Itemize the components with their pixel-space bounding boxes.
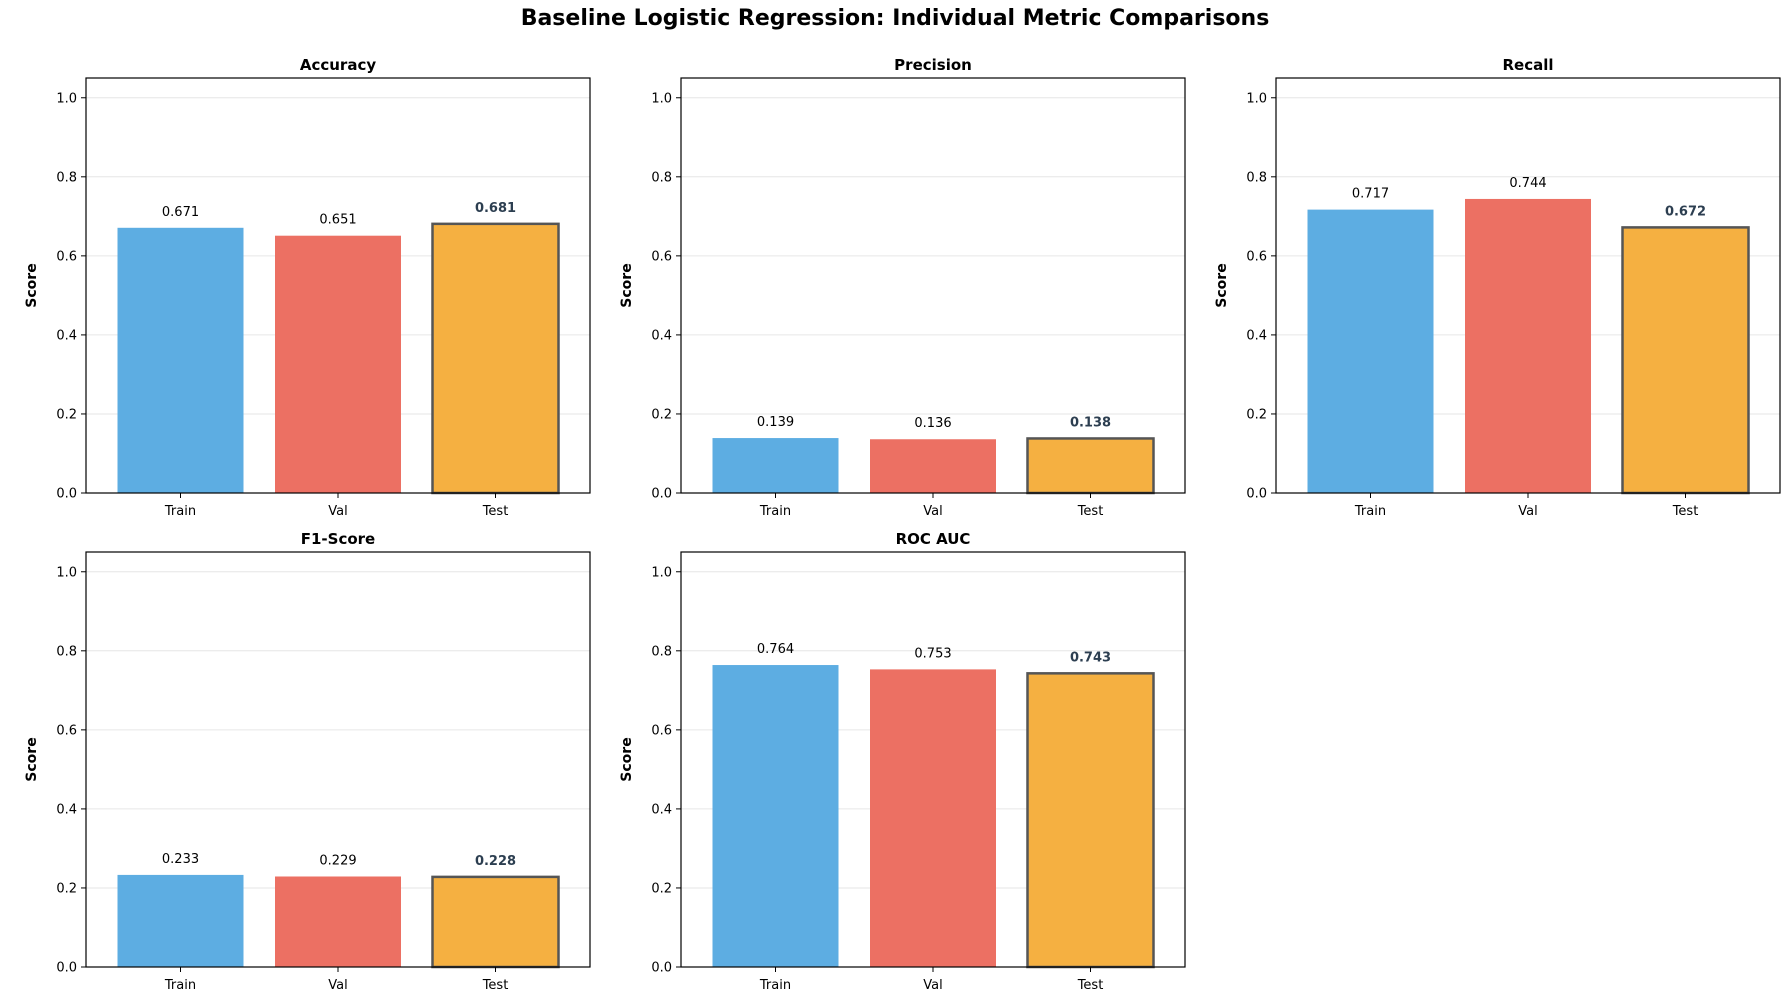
f1-score-xtick-label-train: Train: [164, 978, 196, 993]
roc-auc-ytick-label: 0.6: [651, 723, 672, 738]
precision-ytick-label: 0.0: [651, 487, 672, 502]
accuracy-title: Accuracy: [300, 56, 376, 74]
figure-title: Baseline Logistic Regression: Individual…: [520, 6, 1270, 31]
precision-ylabel: Score: [619, 263, 635, 307]
f1-score-ytick-label: 0.0: [56, 961, 77, 976]
f1-score-xtick-label-test: Test: [482, 978, 509, 993]
precision-axes-frame: [680, 77, 1186, 494]
recall-value-label-test: 0.672: [1665, 204, 1706, 219]
recall-ytick-label: 0.0: [1246, 487, 1267, 502]
f1-score-title: F1-Score: [301, 530, 375, 548]
f1-score-bar-train: [117, 874, 244, 967]
roc-auc-ytick-label: 1.0: [651, 565, 672, 580]
roc-auc-title: ROC AUC: [896, 530, 971, 548]
roc-auc-ylabel: Score: [619, 737, 635, 781]
f1-score-axes-frame: [85, 551, 591, 968]
precision-ytick-label: 0.8: [651, 170, 672, 185]
recall-bar-test: [1621, 226, 1750, 495]
precision-bar-val: [870, 439, 996, 493]
recall-ytick-label: 1.0: [1246, 91, 1267, 106]
f1-score-value-label-test: 0.228: [475, 854, 516, 869]
roc-auc-bar-val: [870, 669, 996, 967]
precision-value-label-val: 0.136: [914, 416, 951, 431]
roc-auc-ytick-label: 0.8: [651, 644, 672, 659]
recall-xtick-label-val: Val: [1518, 504, 1537, 519]
roc-auc-axes-frame: [680, 551, 1186, 968]
f1-score-bar-val: [275, 876, 401, 967]
precision-xtick-label-train: Train: [759, 504, 791, 519]
precision-xtick-label-val: Val: [923, 504, 942, 519]
f1-score-ylabel: Score: [24, 737, 40, 781]
f1-score-ytick-label: 0.8: [56, 644, 77, 659]
recall-bar-val: [1465, 198, 1591, 493]
accuracy-ytick-label: 0.2: [56, 407, 77, 422]
recall-ytick-label: 0.4: [1246, 328, 1267, 343]
precision-value-label-train: 0.139: [757, 415, 794, 430]
roc-auc-bar-train: [712, 665, 839, 967]
recall-ytick-label: 0.8: [1246, 170, 1267, 185]
roc-auc-value-label-val: 0.753: [914, 646, 951, 661]
recall-xtick-label-train: Train: [1354, 504, 1386, 519]
accuracy-value-label-train: 0.671: [162, 205, 199, 220]
recall-bar-train: [1307, 209, 1434, 493]
precision-title: Precision: [894, 56, 972, 74]
precision-xtick-label-test: Test: [1077, 504, 1104, 519]
recall-value-label-val: 0.744: [1509, 176, 1546, 191]
accuracy-ytick-label: 0.6: [56, 249, 77, 264]
chart-recall: 0.0 0.2 0.4 0.6 0.8 1.0 0.717 Train 0.744 Val 0.67…: [1214, 56, 1781, 519]
f1-score-value-label-train: 0.233: [162, 852, 199, 867]
f1-score-ytick-label: 0.4: [56, 802, 77, 817]
roc-auc-xtick-label-val: Val: [923, 978, 942, 993]
accuracy-xtick-label-test: Test: [482, 504, 509, 519]
accuracy-axes-frame: [85, 77, 591, 494]
recall-title: Recall: [1502, 56, 1553, 74]
precision-ytick-label: 0.4: [651, 328, 672, 343]
chart-f1-score: 0.0 0.2 0.4 0.6 0.8 1.0 0.233 Train 0.229 Val 0.22…: [24, 530, 591, 993]
accuracy-ytick-label: 0.8: [56, 170, 77, 185]
accuracy-ytick-label: 0.4: [56, 328, 77, 343]
chart-precision: 0.0 0.2 0.4 0.6 0.8 1.0 0.139 Train 0.136 Val 0.13…: [619, 56, 1186, 519]
chart-accuracy: 0.0 0.2 0.4 0.6 0.8 1.0 0.671 Train 0.651 Val 0.68…: [24, 56, 591, 519]
precision-bar-train: [712, 438, 839, 493]
recall-axes-frame: [1275, 77, 1781, 494]
roc-auc-bar-test: [1026, 672, 1155, 969]
recall-ytick-label: 0.6: [1246, 249, 1267, 264]
accuracy-xtick-label-val: Val: [328, 504, 347, 519]
roc-auc-xtick-label-train: Train: [759, 978, 791, 993]
chart-roc-auc: 0.0 0.2 0.4 0.6 0.8 1.0 0.764 Train 0.753 Val 0.74…: [619, 530, 1186, 993]
precision-ytick-label: 0.6: [651, 249, 672, 264]
f1-score-bar-test: [431, 875, 560, 969]
accuracy-bar-train: [117, 227, 244, 494]
roc-auc-value-label-test: 0.743: [1070, 650, 1111, 665]
recall-xtick-label-test: Test: [1672, 504, 1699, 519]
accuracy-value-label-test: 0.681: [475, 201, 516, 216]
recall-ytick-label: 0.2: [1246, 407, 1267, 422]
f1-score-value-label-val: 0.229: [319, 853, 356, 868]
roc-auc-xtick-label-test: Test: [1077, 978, 1104, 993]
roc-auc-ytick-label: 0.4: [651, 802, 672, 817]
accuracy-bar-val: [275, 235, 401, 493]
accuracy-value-label-val: 0.651: [319, 213, 356, 228]
precision-bar-test: [1026, 437, 1155, 495]
precision-value-label-test: 0.138: [1070, 415, 1111, 430]
precision-ytick-label: 0.2: [651, 407, 672, 422]
f1-score-xtick-label-val: Val: [328, 978, 347, 993]
roc-auc-value-label-train: 0.764: [757, 642, 794, 657]
accuracy-ylabel: Score: [24, 263, 40, 307]
f1-score-ytick-label: 1.0: [56, 565, 77, 580]
accuracy-ytick-label: 0.0: [56, 487, 77, 502]
recall-value-label-train: 0.717: [1352, 187, 1389, 202]
roc-auc-ytick-label: 0.0: [651, 961, 672, 976]
f1-score-ytick-label: 0.2: [56, 881, 77, 896]
recall-ylabel: Score: [1214, 263, 1230, 307]
roc-auc-ytick-label: 0.2: [651, 881, 672, 896]
accuracy-bar-test: [431, 222, 560, 495]
accuracy-ytick-label: 1.0: [56, 91, 77, 106]
precision-ytick-label: 1.0: [651, 91, 672, 106]
f1-score-ytick-label: 0.6: [56, 723, 77, 738]
accuracy-xtick-label-train: Train: [164, 504, 196, 519]
